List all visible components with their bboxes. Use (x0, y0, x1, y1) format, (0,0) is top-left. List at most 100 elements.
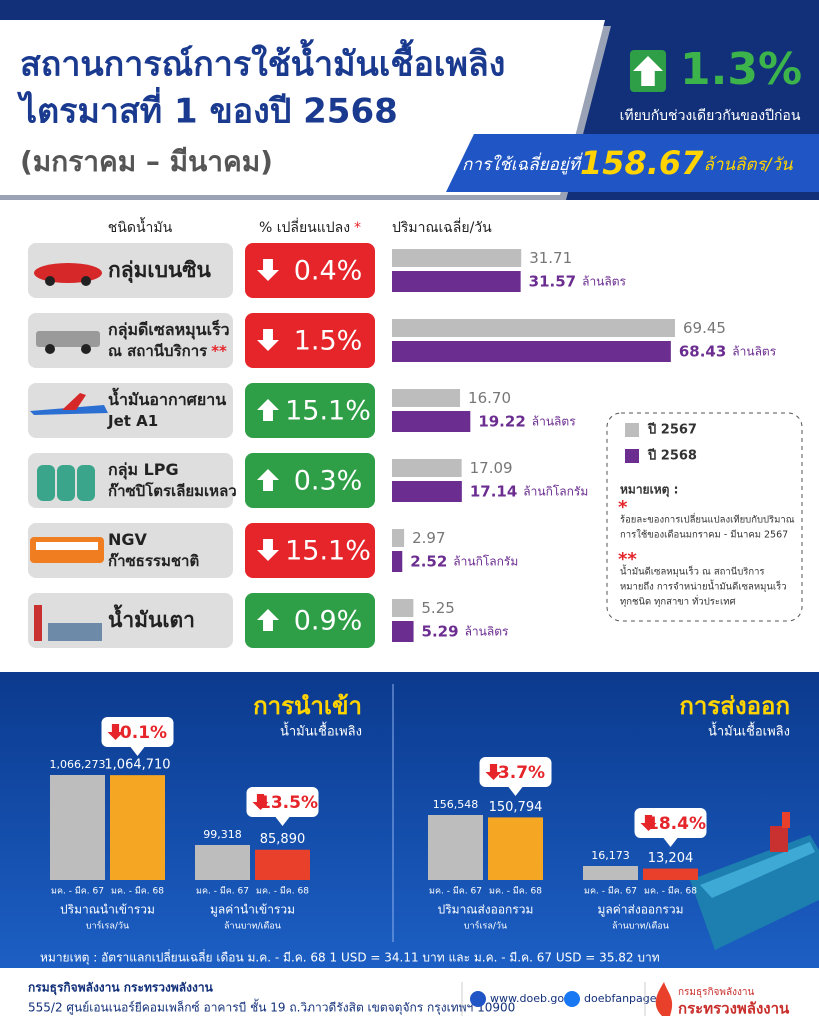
bar (392, 529, 405, 547)
icon (37, 465, 55, 501)
change-value: 15.1% (285, 396, 371, 427)
bar (392, 551, 403, 572)
footer-address: 555/2 ศูนย์เอนเนอร์ยีคอมเพล็กซ์ อาคารบี … (28, 999, 515, 1016)
trade-subtitle: น้ำมันเชื้อเพลิง (280, 722, 362, 740)
trade-category: มค. - มีค. 68 (256, 886, 309, 897)
value-label: 31.57 ล้านลิตร (529, 272, 627, 290)
value-label: 69.45 (683, 319, 726, 337)
footer-org: กรมธุรกิจพลังงาน กระทรวงพลังงาน (28, 981, 214, 996)
change-box (245, 313, 375, 368)
bar (392, 341, 671, 362)
trade-category: มค. - มีค. 68 (644, 886, 697, 897)
value-label: 2.52 ล้านกิโลกรัม (410, 552, 518, 570)
trade-group-label: ปริมาณส่งออกรวม (438, 903, 534, 917)
arrow (633, 56, 663, 86)
change-value: 0.4% (294, 256, 363, 287)
value-text: 2.97 (412, 529, 445, 547)
change-box (245, 243, 375, 298)
arrow (107, 724, 124, 740)
trade-group-unit: บาร์เรล/วัน (464, 920, 507, 932)
logo-line: กระทรวงพลังงาน (678, 1000, 790, 1018)
change-box (245, 453, 375, 508)
trade-bar (488, 817, 543, 880)
value-text: 2.52 (410, 552, 447, 570)
note-line: การใช้ของเดือนมกราคม - มีนาคม 2567 (620, 529, 788, 541)
value-label: 17.09 (470, 459, 513, 477)
title-line: สถานการณ์การใช้น้ำมันเชื้อเพลิง (20, 39, 505, 85)
fuel-name: กลุ่ม LPG (108, 460, 179, 480)
total-change: 1.3% (680, 44, 802, 95)
note-line: น้ำมันดีเซลหมุนเร็ว ณ สถานีบริการ (620, 565, 765, 578)
facebook-icon (564, 991, 580, 1007)
arrow (257, 539, 279, 561)
change-value: 1.5% (294, 326, 363, 357)
value-label: 2.97 (412, 529, 445, 547)
fuel-name: ก๊าซธรรมชาติ (108, 552, 199, 570)
trade-category: มค. - มีค. 67 (584, 886, 637, 897)
trade-bar (195, 845, 250, 880)
trade-title: การส่งออก (679, 692, 790, 720)
column-header-text: % เปลี่ยนแปลง (259, 218, 350, 236)
legend-label: ปี 2568 (647, 448, 697, 464)
trade-value-label: 1,066,273 (50, 758, 106, 771)
bar (392, 621, 414, 642)
unit: ล้านลิตร (732, 344, 776, 358)
footer-facebook[interactable]: doebfanpage (584, 992, 657, 1005)
fuel-row: NGV ก๊าซธรรมชาติ 15.1% 2.97 2.52 ล้านกิโลกรัม (28, 523, 518, 578)
fuel-name-text: กลุ่มดีเซลหมุนเร็ว (108, 318, 230, 340)
fuel-name: กลุ่มดีเซลหมุนเร็ว (108, 318, 230, 340)
fuel-name-mark: ** (211, 342, 227, 360)
title-line: ไตรมาสที่ 1 ของปี 2568 (17, 87, 398, 132)
value-text: 68.43 (679, 342, 726, 360)
fuel-name-text: น้ำมันอากาศยาน (108, 387, 226, 409)
trade-bar (583, 866, 638, 880)
trade-bar (428, 815, 483, 880)
arrow (640, 815, 657, 831)
footer-website[interactable]: www.doeb.go.th (490, 992, 579, 1005)
fuel-name-text: ณ สถานีบริการ (108, 342, 208, 360)
change-note: เทียบกับช่วงเดียวกันของปีก่อน (620, 108, 801, 124)
trade-category: มค. - มีค. 67 (51, 886, 104, 897)
column-header: % เปลี่ยนแปลง * (259, 218, 361, 236)
trade-bar (110, 775, 165, 880)
bar (392, 599, 414, 617)
legend-label: ปี 2567 (647, 422, 697, 438)
note-line: หมายถึง การจำหน่ายน้ำมันดีเซลหมุนเร็ว (620, 580, 787, 593)
unit: ล้านกิโลกรัม (523, 484, 588, 498)
value-text: 5.29 (422, 622, 459, 640)
bar (392, 271, 521, 292)
icon (81, 276, 91, 286)
fuel-name-text: ก๊าซธรรมชาติ (108, 552, 199, 570)
fuel-row: น้ำมันอากาศยาน Jet A1 15.1% 16.70 19.22 ล้านล… (28, 383, 576, 438)
period: (มกราคม – มีนาคม) (20, 145, 273, 178)
trade-category: มค. - มีค. 67 (196, 886, 249, 897)
legend-swatch (625, 423, 639, 437)
unit: ล้านลิตร (465, 624, 509, 638)
value-label: 17.14 ล้านกิโลกรัม (470, 482, 588, 500)
value-text: 5.25 (421, 599, 454, 617)
title-panel (0, 20, 605, 195)
trade-value-label: 13,204 (648, 851, 694, 866)
trade-category: มค. - มีค. 68 (489, 886, 542, 897)
notes-title: หมายเหตุ : (620, 483, 678, 498)
bar (392, 481, 462, 502)
average-prefix: การใช้เฉลี่ยอยู่ที่ (462, 152, 583, 175)
callout (246, 787, 319, 817)
column-header: ชนิดน้ำมัน (108, 217, 173, 236)
change-box (245, 593, 375, 648)
fuel-name-text: NGV (108, 530, 148, 549)
fuel-name: น้ำมันอากาศยาน (108, 387, 226, 409)
legend: ปี 2567 ปี 2568 หมายเหตุ :*ร้อยละของการเปล… (618, 422, 795, 608)
trade-value-label: 99,318 (203, 828, 242, 841)
trade-value-label: 150,794 (489, 800, 543, 815)
value-text: 17.14 (470, 482, 517, 500)
fuel-name-box (28, 523, 233, 578)
value-label: 19.22 ล้านลิตร (478, 412, 576, 430)
logo-icon (655, 982, 673, 1016)
icon (45, 276, 55, 286)
trade-group-unit: บาร์เรล/วัน (86, 920, 129, 932)
trade-bar (255, 849, 310, 880)
legend-swatch (625, 449, 639, 463)
icon (34, 605, 42, 641)
arrow (257, 399, 279, 421)
